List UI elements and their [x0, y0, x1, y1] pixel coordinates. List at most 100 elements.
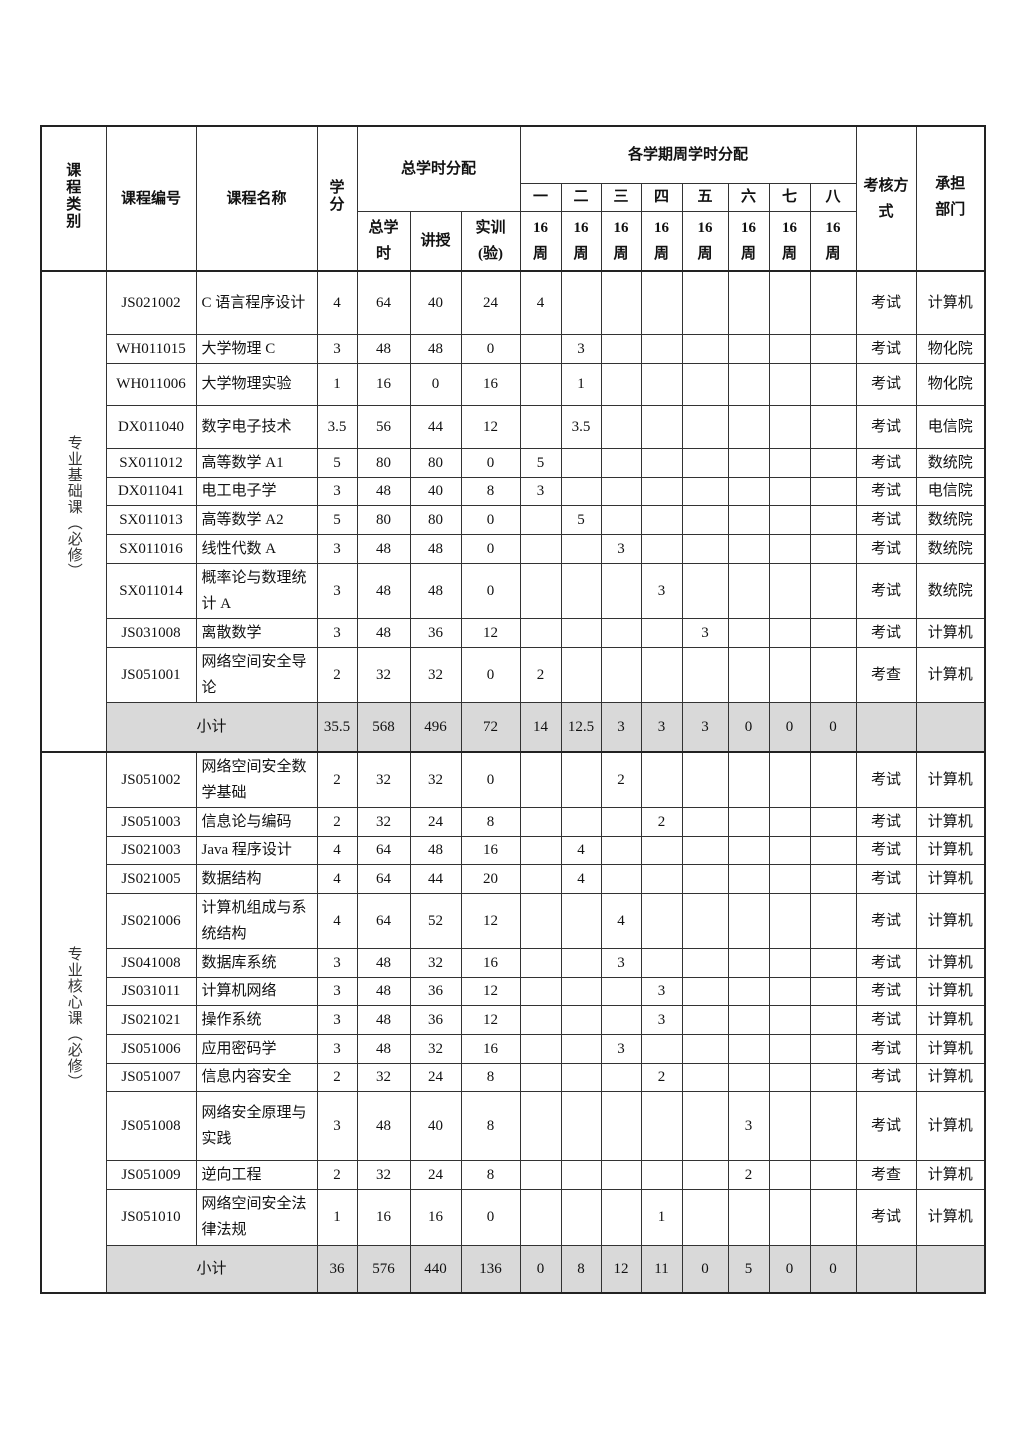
exam-type: 考试 [855, 1033, 917, 1064]
course-code: JS021021 [105, 1004, 197, 1035]
semester-7-hours [768, 533, 811, 564]
department: 计算机 [915, 835, 986, 865]
semester-3-hours [600, 806, 642, 837]
exam-type: 考试 [855, 447, 917, 478]
semester-4-hours [640, 1090, 683, 1161]
exam-type: 考试 [855, 562, 917, 619]
semester-6-hours: 2 [727, 1159, 770, 1190]
lab-hours: 0 [460, 1188, 521, 1246]
department: 计算机 [915, 1062, 986, 1092]
semester-8-hours [809, 562, 857, 619]
semester-8-hours [809, 1188, 857, 1246]
course-name: 电工电子学 [195, 476, 318, 506]
subtotal-semester-7: 0 [768, 701, 811, 753]
semester-3-hours [600, 1062, 642, 1092]
semester-3-hours [600, 447, 642, 478]
semester-3-hours [600, 1188, 642, 1246]
lab-hours: 0 [460, 504, 521, 535]
semester-7-hours [768, 976, 811, 1006]
semester-4-hours: 2 [640, 1062, 683, 1092]
total-hours: 64 [356, 863, 411, 894]
exam-type: 考试 [855, 806, 917, 837]
semester-5-hours [681, 863, 729, 894]
subtotal-lab: 72 [460, 701, 521, 753]
table-row: 专业基础课（必修） JS021002 C 语言程序设计 4 64 40 24 4 考试 计算机 [40, 270, 986, 753]
department: 计算机 [915, 270, 986, 335]
semester-5-hours [681, 1090, 729, 1161]
table-row: SX011012 高等数学 A1 5 80 80 0 5 考试 数统院 [41, 447, 986, 478]
total-hours: 80 [356, 504, 411, 535]
course-name: 高等数学 A2 [195, 504, 318, 535]
lecture-hours: 44 [409, 404, 462, 449]
department: 物化院 [915, 333, 986, 364]
credit: 4 [316, 892, 358, 949]
semester-2-hours [560, 1062, 602, 1092]
exam-type: 考试 [855, 533, 917, 564]
subtotal-dept [915, 701, 986, 753]
subtotal-lab: 136 [460, 1244, 521, 1294]
semester-1-hours [519, 333, 562, 364]
semester-2-hours: 5 [560, 504, 602, 535]
credit: 3 [316, 1090, 358, 1161]
course-name: 网络空间安全导论 [195, 646, 318, 703]
semester-7-hours [768, 947, 811, 978]
semester-1-hours [519, 617, 562, 648]
lab-hours: 24 [460, 270, 521, 335]
table-row: JS021021 操作系统 3 48 36 12 3 考试 计算机 [41, 1004, 986, 1035]
course-code: JS051008 [105, 1090, 197, 1161]
semester-3-hours [600, 270, 642, 335]
department: 电信院 [915, 404, 986, 449]
course-code: JS021002 [105, 270, 197, 335]
semester-1-hours [519, 947, 562, 978]
subtotal-semester-4: 11 [640, 1244, 683, 1294]
exam-type: 考试 [855, 333, 917, 364]
category-label: 专业基础课（必修） [40, 270, 107, 753]
semester-6-hours [727, 646, 770, 703]
credit: 1 [316, 362, 358, 406]
total-hours: 48 [356, 976, 411, 1006]
semester-5-hours [681, 476, 729, 506]
semester-2-hours [560, 1159, 602, 1190]
semester-5-hours [681, 646, 729, 703]
semester-5-hours [681, 333, 729, 364]
total-hours: 48 [356, 1033, 411, 1064]
table-row: DX011041 电工电子学 3 48 40 8 3 考试 电信院 [41, 476, 986, 506]
lab-hours: 20 [460, 863, 521, 894]
semester-6-hours [727, 892, 770, 949]
header-weeks-2: 16周 [560, 210, 602, 272]
lab-hours: 12 [460, 404, 521, 449]
semester-7-hours [768, 751, 811, 808]
semester-7-hours [768, 835, 811, 865]
semester-5-hours [681, 947, 729, 978]
course-code: JS051006 [105, 1033, 197, 1064]
semester-7-hours [768, 362, 811, 406]
lab-hours: 0 [460, 751, 521, 808]
credit: 3 [316, 533, 358, 564]
subtotal-semester-3: 12 [600, 1244, 642, 1294]
semester-8-hours [809, 947, 857, 978]
semester-1-hours [519, 751, 562, 808]
semester-6-hours [727, 1033, 770, 1064]
semester-6-hours [727, 533, 770, 564]
semester-3-hours [600, 476, 642, 506]
subtotal-semester-2: 12.5 [560, 701, 602, 753]
total-hours: 48 [356, 562, 411, 619]
semester-2-hours [560, 947, 602, 978]
table-row: JS041008 数据库系统 3 48 32 16 3 考试 计算机 [41, 947, 986, 978]
table-row: JS021006 计算机组成与系统结构 4 64 52 12 4 考试 计算机 [41, 892, 986, 949]
lecture-hours: 32 [409, 1033, 462, 1064]
course-code: JS051010 [105, 1188, 197, 1246]
department: 数统院 [915, 504, 986, 535]
total-hours: 48 [356, 476, 411, 506]
exam-type: 考试 [855, 617, 917, 648]
semester-2-hours [560, 476, 602, 506]
subtotal-total: 568 [356, 701, 411, 753]
course-name: 信息论与编码 [195, 806, 318, 837]
semester-1-hours: 2 [519, 646, 562, 703]
semester-8-hours [809, 806, 857, 837]
course-code: JS051002 [105, 751, 197, 808]
semester-8-hours [809, 362, 857, 406]
department: 计算机 [915, 751, 986, 808]
semester-1-hours [519, 1004, 562, 1035]
lecture-hours: 24 [409, 806, 462, 837]
